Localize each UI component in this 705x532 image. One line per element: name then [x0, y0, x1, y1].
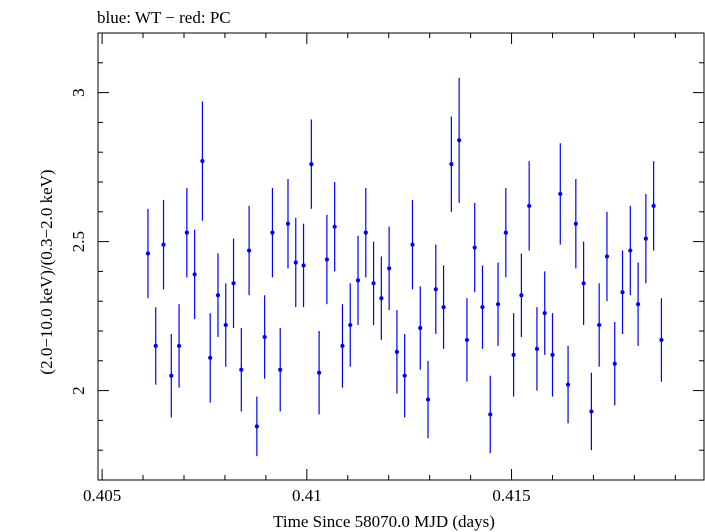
data-point [309, 162, 314, 167]
data-point [495, 302, 501, 307]
data-point [293, 260, 298, 265]
data-point [363, 230, 368, 235]
y-tick-label: 2.5 [69, 231, 88, 252]
data-point [573, 221, 578, 226]
data-point [449, 162, 454, 167]
data-point [231, 281, 236, 286]
data-point [145, 251, 151, 256]
data-point [534, 346, 540, 351]
data-point [317, 370, 322, 375]
data-point [472, 245, 477, 250]
data-point [239, 367, 244, 372]
data-point [332, 224, 337, 229]
data-point [480, 305, 485, 310]
y-tick-label: 2 [69, 386, 88, 395]
data-point [324, 257, 329, 262]
data-point [488, 412, 493, 417]
data-point [550, 352, 555, 357]
data-point [464, 337, 470, 343]
x-tick-label: 0.405 [83, 486, 121, 505]
data-point [301, 263, 306, 268]
data-point [348, 322, 353, 328]
data-point [169, 373, 174, 378]
y-tick-label: 3 [69, 88, 88, 97]
data-point [425, 397, 431, 402]
x-tick-label: 0.41 [292, 486, 322, 505]
data-point [387, 266, 392, 271]
x-tick-label: 0.415 [492, 486, 530, 505]
data-point [589, 409, 594, 414]
data-point [457, 138, 462, 143]
data-point [200, 159, 205, 164]
data-point [581, 281, 586, 286]
data-point [184, 230, 189, 235]
data-point [215, 293, 221, 298]
data-point [511, 352, 516, 357]
data-point [355, 278, 361, 283]
axis-tick-labels: 0.405 0.41 0.415 2 2.5 3 [69, 88, 531, 505]
data-point [371, 281, 376, 286]
data-point [254, 424, 259, 429]
data-point [223, 322, 228, 328]
data-point [161, 242, 166, 247]
data-point [379, 296, 384, 301]
data-point [340, 343, 345, 348]
data-point [246, 248, 252, 253]
data-point [153, 343, 158, 348]
data-point [565, 382, 571, 387]
chart-title: blue: WT − red: PC [97, 8, 231, 27]
data-point [402, 373, 407, 378]
data-point [659, 337, 664, 343]
data-series [145, 77, 664, 457]
y-axis-label: (2.0−10.0 keV)/(0.3−2.0 keV) [37, 169, 56, 374]
data-point [410, 242, 415, 247]
data-point [542, 311, 547, 316]
data-point [192, 272, 197, 277]
data-point [278, 367, 283, 372]
data-point [208, 355, 213, 360]
data-point [270, 230, 275, 235]
data-point [262, 334, 267, 340]
data-point [597, 322, 602, 328]
data-point [558, 191, 563, 197]
data-point [635, 302, 641, 307]
data-point [285, 221, 291, 226]
data-point [418, 325, 423, 331]
data-point [643, 236, 648, 241]
axis-ticks [98, 32, 704, 481]
data-point [628, 248, 633, 253]
data-point [604, 254, 610, 259]
data-point [612, 361, 617, 366]
data-point [519, 293, 524, 298]
data-point [620, 290, 625, 295]
data-point [527, 203, 532, 208]
data-point [441, 305, 446, 310]
data-point [433, 287, 438, 292]
data-point [651, 203, 656, 208]
data-point [394, 349, 400, 354]
data-point [503, 230, 508, 235]
plot-frame [97, 32, 705, 481]
x-axis-label: Time Since 58070.0 MJD (days) [273, 512, 495, 531]
data-point [176, 343, 182, 348]
